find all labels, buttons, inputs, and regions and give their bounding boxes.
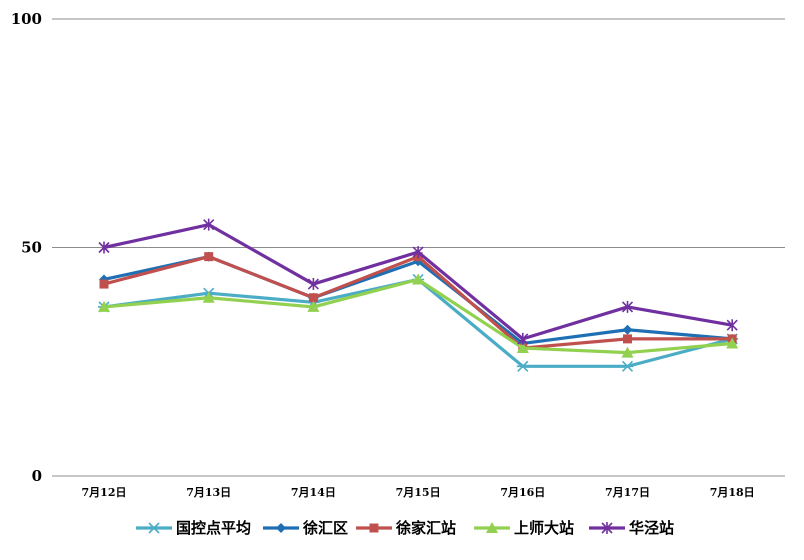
data-point: [623, 334, 632, 344]
legend-item-3: 上师大站: [474, 519, 574, 537]
series-0: [98, 273, 739, 372]
x-tick-label: 7月15日: [396, 486, 441, 499]
legend-label: 上师大站: [514, 519, 574, 537]
x-tick-label: 7月17日: [605, 486, 650, 499]
series-line-3: [103, 277, 733, 355]
data-point: [308, 293, 318, 303]
data-point: [726, 337, 739, 349]
data-point: [412, 273, 425, 285]
data-point: [204, 252, 214, 262]
data-point: [622, 324, 633, 335]
legend-marker: [601, 522, 613, 534]
data-point: [516, 342, 529, 354]
y-tick-label-50: 50: [21, 239, 42, 257]
data-point: [203, 218, 215, 231]
legend-item-0: 国控点平均: [136, 519, 251, 537]
data-point: [726, 319, 738, 332]
y-tick-label-100: 100: [11, 10, 42, 28]
x-axis: 7月12日 7月13日 7月14日 7月15日 7月16日 7月17日 7月18日: [82, 486, 755, 499]
legend-marker: [276, 523, 286, 533]
data-point: [307, 278, 319, 291]
x-tick-label: 7月16日: [500, 486, 545, 499]
data-point: [516, 360, 529, 372]
legend: 国控点平均 徐汇区 徐家汇站 上师大站 华泾站: [136, 519, 674, 537]
legend-item-1: 徐汇区: [263, 519, 348, 537]
data-point: [202, 291, 215, 303]
series-2: [99, 252, 737, 353]
series-4: [98, 218, 738, 345]
data-point: [99, 279, 109, 289]
x-tick-label: 7月14日: [291, 486, 336, 499]
series-line-2: [103, 255, 733, 350]
x-tick-label: 7月13日: [186, 486, 231, 499]
legend-marker: [486, 522, 498, 533]
y-tick-label-0: 0: [32, 467, 42, 485]
series-3: [98, 273, 739, 358]
data-point: [517, 332, 529, 345]
legend-label: 徐汇区: [302, 519, 348, 537]
legend-marker: [148, 522, 160, 534]
legend-label: 华泾站: [629, 519, 674, 537]
data-point: [98, 241, 110, 254]
data-point: [412, 246, 424, 259]
data-point: [621, 300, 634, 313]
data-point: [307, 300, 320, 312]
series-group: [98, 218, 739, 372]
legend-item-2: 徐家汇站: [356, 519, 456, 537]
legend-item-4: 华泾站: [589, 519, 674, 537]
legend-label: 徐家汇站: [395, 519, 456, 537]
y-axis: 0 50 100: [11, 10, 42, 485]
legend-label: 国控点平均: [176, 519, 251, 537]
legend-marker: [369, 523, 379, 533]
data-point: [621, 346, 634, 358]
x-tick-label: 7月12日: [82, 486, 127, 499]
x-tick-label: 7月18日: [710, 486, 755, 499]
data-point: [98, 300, 110, 312]
data-point: [621, 360, 634, 372]
